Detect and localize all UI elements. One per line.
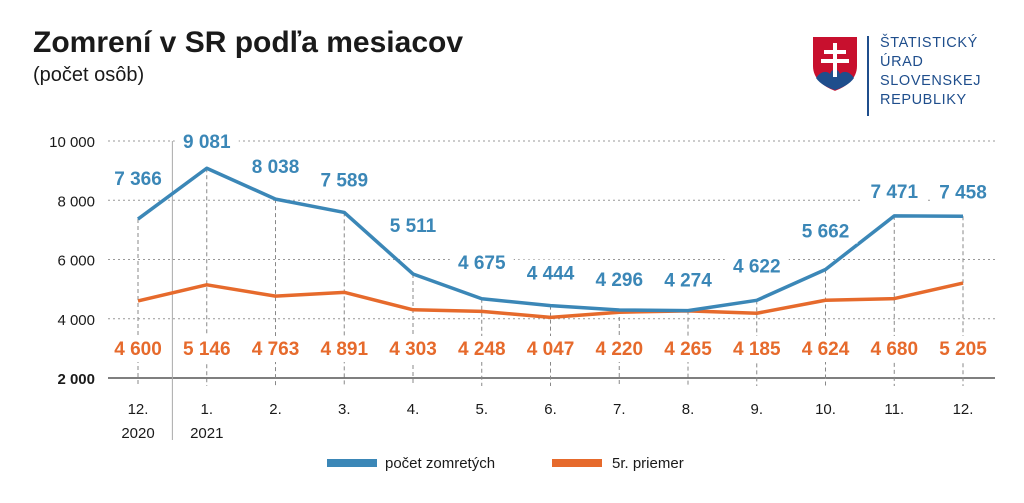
data-label-bg (243, 153, 308, 180)
series-line (136, 166, 964, 313)
x-tick-label: 9. (750, 401, 763, 418)
data-label-bg (656, 266, 720, 293)
x-tick-label: 12. (953, 401, 974, 418)
data-label-average: 4 303 (389, 339, 437, 360)
y-tick-label: 10 000 (49, 134, 95, 151)
data-label-bg (449, 336, 514, 362)
x-tick-label: 2. (269, 401, 282, 418)
x-tick-label: 4. (407, 401, 420, 418)
data-label-average: 4 265 (664, 339, 712, 360)
data-label-bg (312, 166, 377, 193)
x-tick-label: 8. (682, 401, 695, 418)
legend-swatch-average (552, 459, 602, 467)
data-label-bg (174, 128, 239, 155)
logo-line-2: ÚRAD (880, 54, 924, 70)
data-label-deaths: 8 038 (252, 157, 300, 178)
data-label-bg (862, 336, 927, 362)
data-label-deaths: 7 471 (870, 182, 918, 203)
data-label-bg (381, 336, 445, 362)
legend-swatch-deaths (327, 459, 377, 467)
logo-line-1: ŠTATISTICKÝ (880, 35, 978, 51)
data-label-deaths: 7 589 (320, 170, 368, 191)
series-line (137, 281, 964, 320)
coat-of-arms-icon (811, 35, 859, 94)
data-label-average: 5 205 (939, 339, 987, 360)
data-label-average: 4 220 (595, 339, 643, 360)
data-label-deaths: 5 662 (802, 222, 850, 243)
data-label-average: 5 146 (183, 339, 231, 360)
data-label-average: 4 600 (114, 339, 162, 360)
data-label-bg (518, 336, 583, 362)
x-tick-year: 2020 (121, 425, 154, 442)
legend-label-deaths: počet zomretých (385, 455, 495, 472)
data-label-average: 4 763 (252, 339, 300, 360)
data-label-bg (587, 265, 652, 292)
data-label-bg (793, 217, 858, 244)
x-tick-label: 7. (613, 401, 626, 418)
data-label-deaths: 4 675 (458, 253, 506, 274)
x-tick-label: 11. (884, 401, 904, 418)
data-label-deaths: 7 366 (114, 169, 162, 190)
data-label-average: 4 624 (802, 339, 850, 360)
logo-divider (867, 36, 869, 116)
x-tick-label: 3. (338, 401, 351, 418)
x-tick-label: 1. (200, 401, 213, 418)
data-label-bg (793, 336, 858, 362)
data-label-deaths: 4 622 (733, 256, 781, 277)
data-label-bg (656, 336, 720, 362)
data-label-deaths: 9 081 (183, 132, 231, 153)
data-label-deaths: 4 296 (595, 270, 643, 291)
x-tick-label: 12. (128, 401, 149, 418)
data-label-bg (931, 336, 995, 362)
statistical-office-logo: ŠTATISTICKÝ ÚRAD SLOVENSKEJ REPUBLIKY (810, 34, 1010, 119)
x-tick-year: 2021 (190, 425, 223, 442)
data-label-bg (243, 336, 308, 362)
data-label-deaths: 7 458 (939, 182, 987, 203)
data-label-bg (724, 252, 789, 279)
data-label-average: 4 185 (733, 339, 781, 360)
data-label-bg (518, 259, 583, 286)
data-label-average: 4 047 (527, 339, 575, 360)
data-label-deaths: 4 444 (527, 264, 575, 285)
data-label-bg (724, 336, 789, 362)
data-label-bg (312, 336, 377, 362)
data-label-average: 4 891 (320, 339, 368, 360)
data-label-bg (381, 211, 445, 238)
data-label-bg (106, 336, 170, 362)
y-tick-label: 2 000 (57, 371, 95, 388)
data-label-bg (174, 336, 239, 362)
y-tick-label: 6 000 (57, 253, 95, 270)
chart-title: Zomrení v SR podľa mesiacov (33, 26, 464, 59)
data-label-deaths: 4 274 (664, 271, 712, 292)
data-label-bg (449, 248, 514, 275)
legend-label-average: 5r. priemer (612, 455, 684, 472)
x-tick-label: 6. (544, 401, 557, 418)
data-label-average: 4 248 (458, 339, 506, 360)
logo-line-3: SLOVENSKEJ (880, 73, 982, 89)
data-label-bg (862, 177, 927, 204)
data-label-deaths: 5 511 (390, 216, 437, 237)
data-label-average: 4 680 (870, 339, 918, 360)
y-tick-label: 4 000 (57, 312, 95, 329)
chart-subtitle: (počet osôb) (33, 64, 145, 86)
data-label-bg (931, 178, 995, 205)
y-tick-label: 8 000 (57, 193, 95, 210)
data-label-bg (587, 336, 652, 362)
logo-wordmark: ŠTATISTICKÝ ÚRAD SLOVENSKEJ REPUBLIKY (880, 34, 981, 110)
x-tick-label: 10. (815, 401, 836, 418)
x-tick-label: 5. (475, 401, 488, 418)
logo-line-4: REPUBLIKY (880, 92, 967, 108)
data-label-bg (106, 165, 170, 192)
